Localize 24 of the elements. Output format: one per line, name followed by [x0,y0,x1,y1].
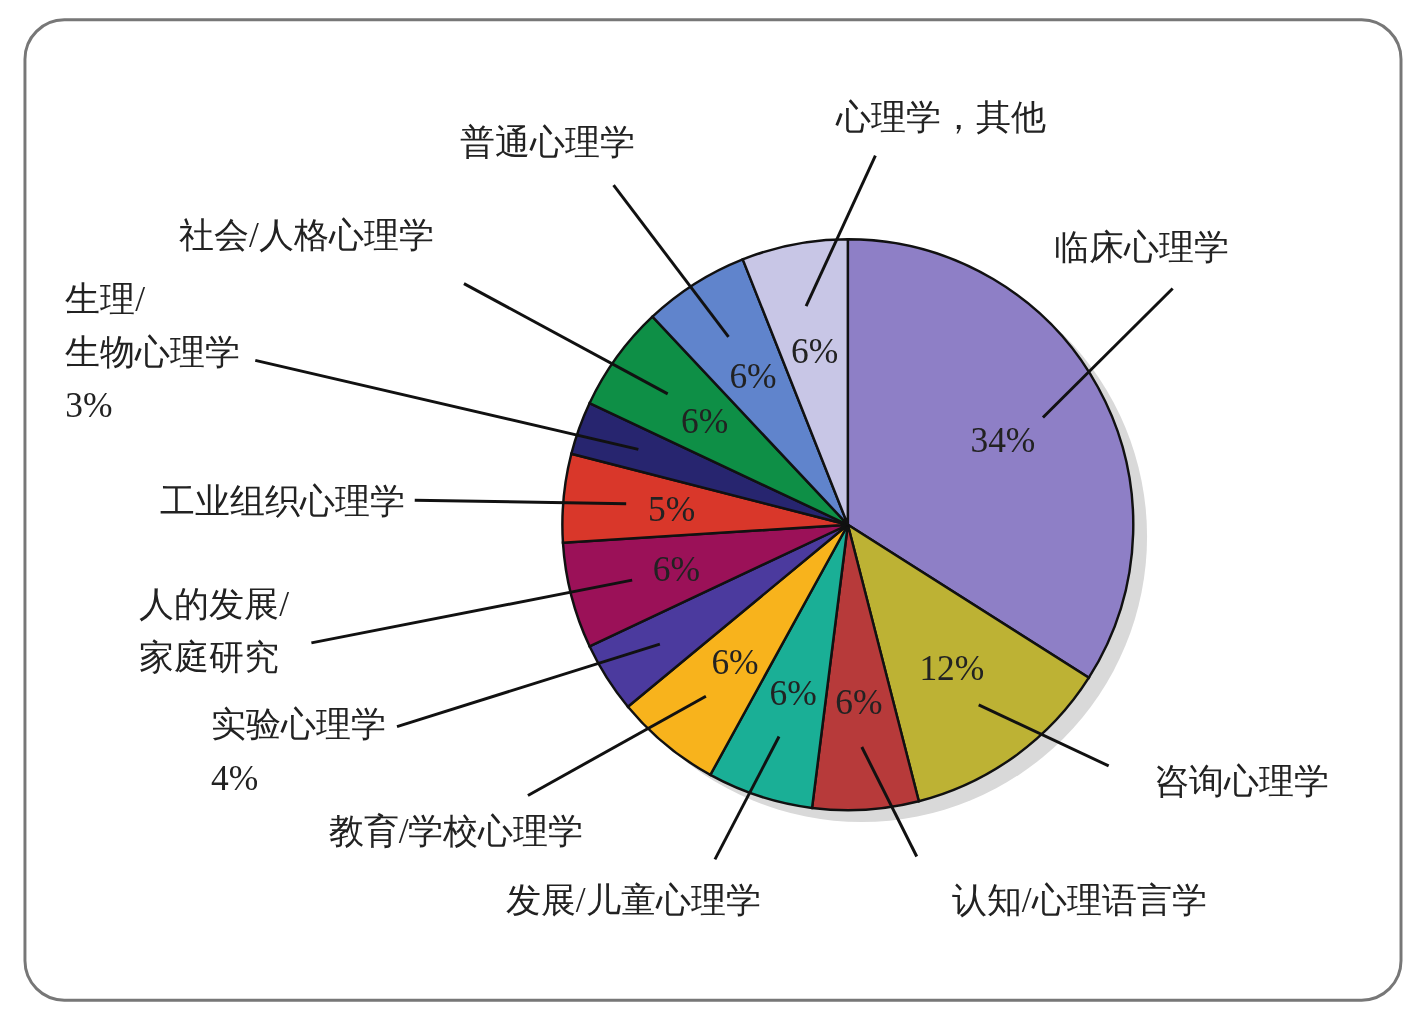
data-label: 34% [970,419,1036,460]
slice-label: 普通心理学 [460,121,636,162]
data-label: 6% [769,673,817,714]
data-label: 6% [835,681,883,722]
slice-label: 临床心理学 [1053,227,1229,267]
data-label: 6% [729,355,777,396]
slice-label: 生理/ 生物心理学 [65,279,241,373]
data-label: 6% [791,331,839,372]
slice-label: 教育/学校心理学 [328,810,584,851]
data-label: 12% [919,648,985,689]
data-label: 3% [65,385,113,426]
slice-label: 心理学，其他 [835,97,1047,138]
data-label: 4% [210,757,259,798]
data-label: 6% [711,641,759,682]
slice-label: 社会/人格心理学 [179,215,434,256]
data-label: 5% [648,488,696,529]
slice-label: 实验心理学 [210,704,386,745]
slice-label: 人的发展/ 家庭研究 [139,584,290,678]
slice-label: 认知/心理语言学 [951,879,1207,920]
data-label: 6% [681,401,729,442]
data-label: 6% [652,549,701,590]
slice-label: 工业组织心理学 [159,480,405,521]
slice-label: 咨询心理学 [1154,761,1330,802]
slice-label: 发展/儿童心理学 [505,879,761,920]
